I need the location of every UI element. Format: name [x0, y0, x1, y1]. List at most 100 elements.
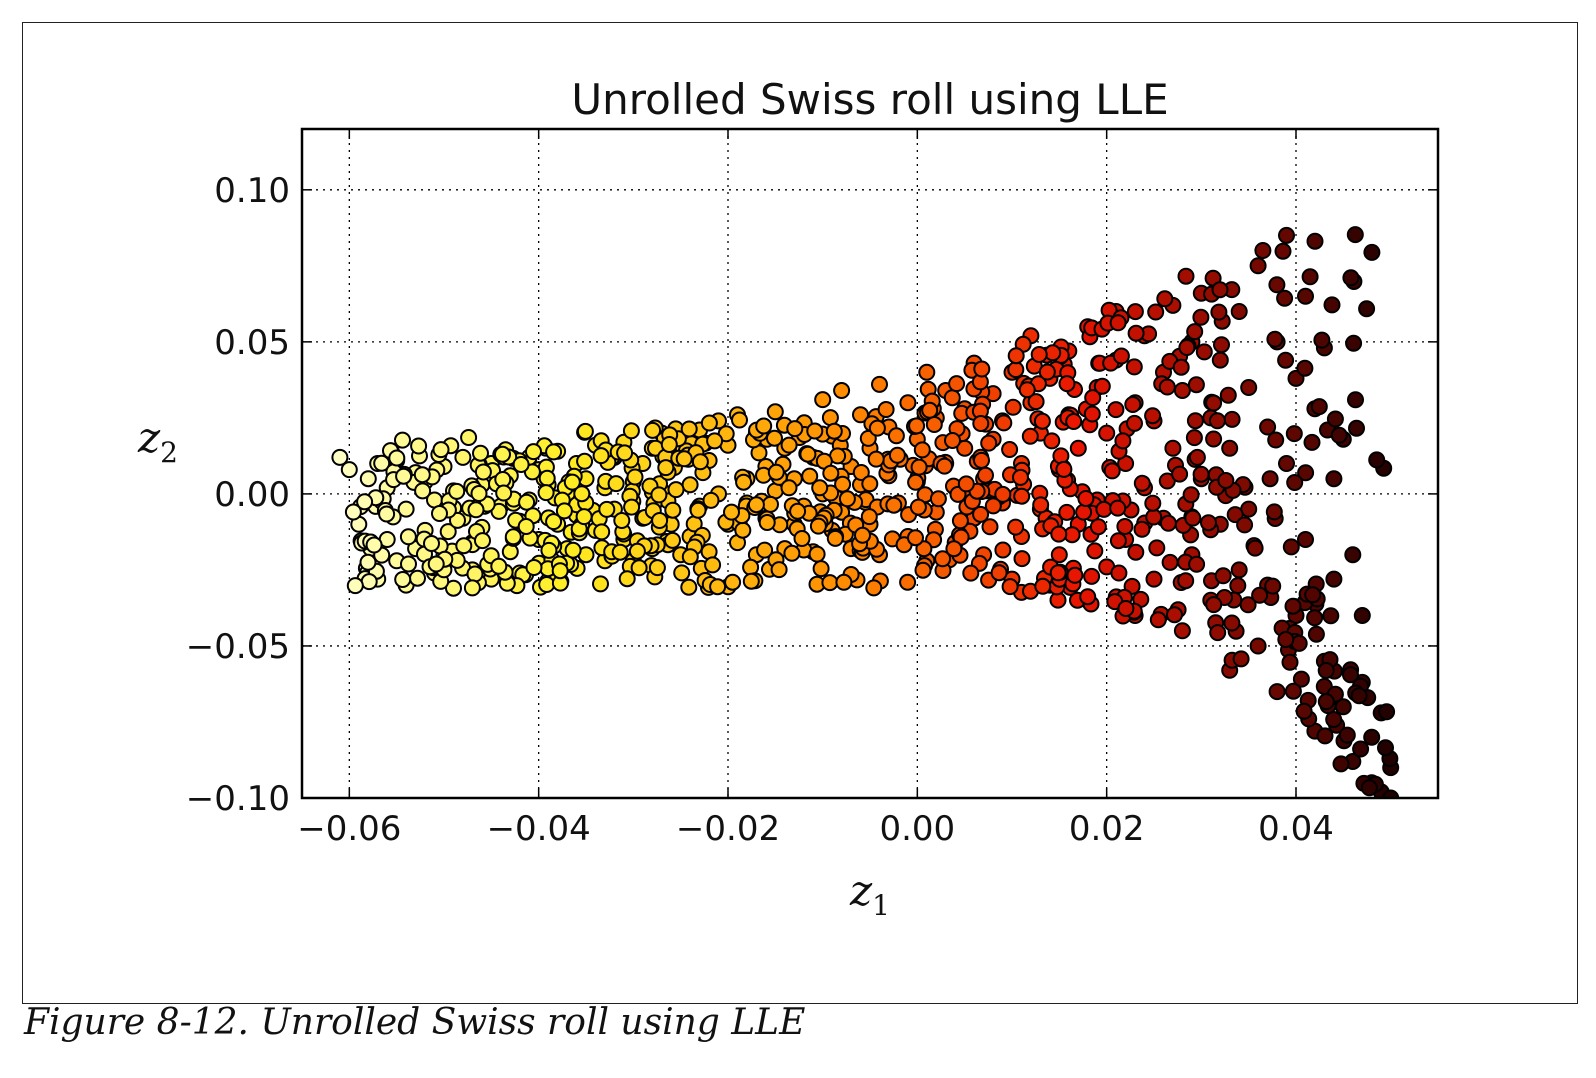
data-point [474, 532, 491, 550]
data-point [1274, 242, 1292, 260]
data-point [1358, 300, 1376, 318]
data-point [1171, 465, 1189, 483]
data-point [822, 464, 840, 482]
data-point [1254, 242, 1272, 259]
data-point [786, 420, 804, 438]
data-point [1342, 666, 1359, 684]
data-point [1346, 226, 1364, 244]
data-point [899, 573, 917, 591]
data-point [1205, 430, 1223, 448]
data-point [630, 559, 648, 577]
data-point [1264, 577, 1282, 595]
data-point [1173, 382, 1191, 399]
data-point [766, 429, 783, 447]
data-point [1077, 490, 1095, 507]
data-point [1368, 451, 1386, 469]
data-point [409, 569, 426, 587]
data-point [1058, 503, 1076, 521]
y-tick-label: 0.10 [214, 171, 290, 211]
data-point [860, 508, 878, 526]
data-point [1342, 269, 1360, 287]
data-point [1112, 347, 1130, 365]
data-point [1221, 439, 1239, 457]
chart-title: Unrolled Swiss roll using LLE [571, 75, 1168, 124]
data-point [1326, 410, 1344, 428]
data-point [495, 484, 513, 502]
data-point [990, 564, 1008, 582]
data-point [1332, 755, 1350, 773]
data-point [780, 479, 798, 497]
data-point [537, 484, 555, 502]
data-point [758, 514, 776, 531]
data-point [1055, 460, 1073, 478]
data-point [994, 541, 1012, 559]
data-point [512, 456, 530, 473]
data-point [1259, 418, 1277, 436]
data-point [962, 564, 980, 582]
data-point [622, 422, 640, 440]
data-point [1117, 600, 1135, 617]
data-point [913, 441, 931, 459]
data-point [1378, 703, 1396, 721]
data-point [835, 573, 853, 591]
data-point [704, 556, 722, 574]
data-point [1211, 281, 1229, 299]
data-point [616, 444, 634, 462]
data-point [995, 414, 1013, 432]
data-point [1161, 553, 1179, 571]
data-point [1278, 455, 1295, 472]
data-point [1133, 520, 1151, 538]
data-point [948, 375, 966, 393]
data-point [734, 521, 752, 539]
y-tick-label: −0.10 [186, 779, 290, 819]
data-point [1075, 503, 1093, 521]
data-point [1126, 303, 1144, 321]
data-point [910, 458, 928, 476]
data-point [908, 417, 926, 435]
data-point [474, 463, 492, 481]
data-point [951, 512, 969, 530]
data-point [1052, 447, 1070, 465]
data-point [344, 503, 362, 521]
data-point [365, 536, 383, 554]
data-point [1223, 410, 1241, 428]
data-point [1050, 546, 1068, 564]
data-point [770, 561, 788, 579]
data-point [1229, 577, 1247, 595]
data-point [1226, 506, 1244, 524]
data-point [525, 559, 543, 576]
data-point [1284, 597, 1302, 615]
data-point [907, 473, 925, 491]
data-point [887, 427, 905, 445]
data-point [423, 535, 440, 552]
data-point [731, 411, 748, 429]
data-point [593, 523, 611, 541]
data-point [1304, 586, 1322, 604]
data-point [1297, 287, 1314, 305]
data-point [957, 475, 975, 493]
data-point [394, 571, 412, 588]
data-point [1156, 290, 1174, 308]
data-point [460, 429, 478, 446]
data-point [449, 511, 466, 529]
data-point [811, 479, 829, 497]
data-point [1316, 727, 1334, 745]
data-point [1184, 509, 1202, 527]
data-point [812, 560, 830, 578]
data-point [399, 528, 417, 546]
data-point [1065, 413, 1083, 430]
data-point [1292, 670, 1310, 688]
data-point [885, 496, 903, 514]
data-point [1049, 564, 1067, 582]
data-point [1322, 607, 1340, 625]
data-point [984, 497, 1002, 515]
data-point [538, 576, 556, 593]
data-point [1086, 542, 1104, 560]
data-point [814, 391, 832, 409]
data-point [783, 544, 801, 562]
data-point [1266, 330, 1284, 348]
y-tick-label: 0.05 [214, 323, 290, 363]
data-point [980, 434, 998, 452]
data-point [448, 482, 466, 500]
data-point [762, 495, 779, 513]
